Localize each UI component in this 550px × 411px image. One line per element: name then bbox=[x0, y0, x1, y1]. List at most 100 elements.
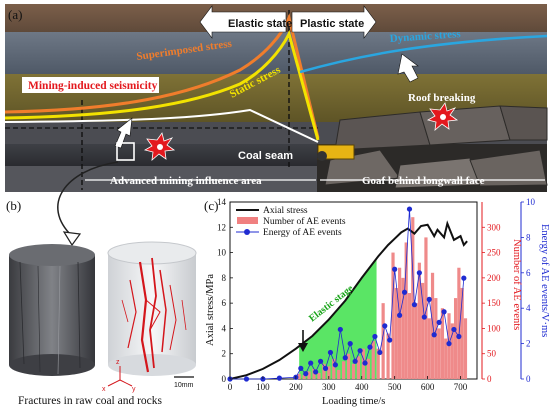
energy-marker bbox=[416, 270, 422, 276]
x-axis-line bbox=[107, 379, 121, 387]
ae-count-bar bbox=[398, 267, 402, 379]
ae-count-bar bbox=[322, 363, 326, 379]
ae-count-bar bbox=[457, 267, 461, 379]
energy-marker bbox=[406, 206, 413, 212]
y-left-tick-label: 6 bbox=[222, 298, 227, 308]
y-right2-axis-title: Energy of AE events/V·ms bbox=[539, 224, 550, 337]
ae-count-bar bbox=[332, 358, 336, 379]
y-right1-tick-label: 150 bbox=[487, 298, 501, 308]
energy-marker bbox=[372, 333, 378, 340]
x-tick-label: 200 bbox=[289, 382, 303, 392]
raw-coal-bottom bbox=[9, 354, 95, 376]
scale-label: 10mm bbox=[174, 382, 194, 389]
panel-c: (c) 0 100 200 300 400 500 600 70002468101214050… bbox=[204, 197, 550, 407]
ae-count-bar bbox=[386, 333, 390, 379]
ae-count-bar bbox=[411, 217, 415, 379]
energy-marker bbox=[401, 289, 408, 295]
x-axis-label: x bbox=[102, 386, 106, 393]
energy-marker bbox=[382, 323, 388, 329]
energy-marker bbox=[243, 376, 250, 382]
energy-marker bbox=[421, 314, 427, 320]
ae-count-bar bbox=[460, 287, 464, 379]
advanced-area-label: Advanced mining influence area bbox=[110, 175, 262, 187]
y-left-tick-label: 2 bbox=[222, 349, 227, 359]
y-left-tick-label: 4 bbox=[222, 323, 227, 333]
raw-coal-top bbox=[9, 244, 95, 266]
baseline-white-curve bbox=[4, 108, 319, 143]
coal-texture-line bbox=[57, 265, 61, 375]
coal-texture-line bbox=[77, 261, 81, 369]
roof-breaking-label: Roof breaking bbox=[408, 92, 476, 104]
energy-marker bbox=[377, 349, 383, 356]
ct-scan-bottom bbox=[108, 354, 196, 376]
energy-marker bbox=[436, 319, 442, 325]
seismicity-label: Mining-induced seismicity bbox=[28, 80, 158, 92]
chart-legend: Axial stress Number of AE events Energy … bbox=[236, 206, 346, 238]
energy-marker bbox=[347, 341, 353, 347]
seismicity-arrow bbox=[114, 117, 133, 149]
ae-count-bar bbox=[401, 277, 405, 379]
seismicity-label-box bbox=[22, 77, 159, 93]
plastic-state-arrow bbox=[291, 5, 377, 39]
panel-a: (a) Elastic state Plastic state Superimp… bbox=[4, 4, 548, 192]
ae-count-bar bbox=[427, 318, 431, 379]
energy-marker bbox=[362, 360, 368, 366]
ae-count-bar bbox=[444, 338, 448, 379]
ae-count-bar bbox=[376, 348, 380, 379]
panel-c-label: (c) bbox=[204, 198, 218, 213]
goaf-label: Goaf behind longwall face bbox=[362, 175, 485, 187]
x-tick-label: 700 bbox=[454, 382, 468, 392]
legend-count-swatch bbox=[237, 217, 258, 224]
coal-texture-line bbox=[37, 265, 41, 373]
energy-marker bbox=[367, 344, 373, 350]
coal-seam-label: Coal seam bbox=[238, 150, 293, 162]
energy-marker bbox=[276, 375, 282, 381]
ae-count-bar bbox=[440, 308, 445, 379]
energy-marker bbox=[357, 348, 363, 354]
energy-marker bbox=[342, 355, 348, 361]
legend-stress-label: Axial stress bbox=[263, 206, 308, 216]
plastic-state-label: Plastic state bbox=[300, 18, 364, 30]
x-tick-label: 300 bbox=[322, 382, 336, 392]
legend-count-label: Number of AE events bbox=[263, 216, 346, 227]
ae-count-bar bbox=[404, 242, 408, 379]
energy-marker bbox=[352, 358, 358, 364]
x-tick-label: 0 bbox=[228, 382, 233, 392]
connector-arrowhead-icon bbox=[62, 231, 82, 247]
energy-marker bbox=[387, 337, 393, 343]
connector-arrow bbox=[57, 161, 119, 237]
roof-burst-core-icon bbox=[440, 114, 446, 120]
ae-count-bars bbox=[297, 217, 468, 379]
panel-a-label: (a) bbox=[8, 7, 22, 22]
ae-count-bar bbox=[327, 366, 331, 379]
y-right1-axis-title: Number of AE events bbox=[511, 239, 522, 330]
ae-count-bar bbox=[394, 287, 398, 379]
axial-stress-line bbox=[229, 220, 468, 380]
elastic-state-label: Elastic state bbox=[228, 18, 292, 30]
ae-count-bar bbox=[302, 374, 306, 379]
energy-marker bbox=[298, 365, 304, 371]
energy-marker bbox=[303, 371, 309, 377]
roof-breaking-arrow bbox=[397, 53, 419, 83]
energy-marker bbox=[313, 369, 319, 375]
energy-marker bbox=[327, 349, 334, 356]
x-axis-title: Loading time/s bbox=[322, 396, 385, 407]
ae-count-bar bbox=[317, 372, 321, 379]
panel-b: (b) z x y 10mm Fracture bbox=[6, 198, 197, 407]
energy-marker bbox=[397, 312, 403, 318]
legend-energy-label: Energy of AE events bbox=[263, 227, 342, 238]
ae-count-bar bbox=[424, 237, 428, 379]
axial-stress-series bbox=[229, 220, 468, 380]
energy-marker bbox=[431, 332, 437, 338]
y-axis-line bbox=[119, 379, 133, 387]
energy-marker bbox=[392, 266, 398, 272]
dynamic-stress-label: Dynamic stress bbox=[389, 28, 461, 45]
ae-count-bar bbox=[417, 262, 421, 379]
x-tick-label: 400 bbox=[355, 382, 369, 392]
coal-texture-line bbox=[19, 261, 25, 365]
sample-location-box bbox=[116, 142, 135, 161]
y-left-tick-label: 8 bbox=[222, 273, 227, 283]
y-right2-tick-label: 10 bbox=[526, 197, 536, 207]
ae-count-bar bbox=[371, 341, 375, 379]
